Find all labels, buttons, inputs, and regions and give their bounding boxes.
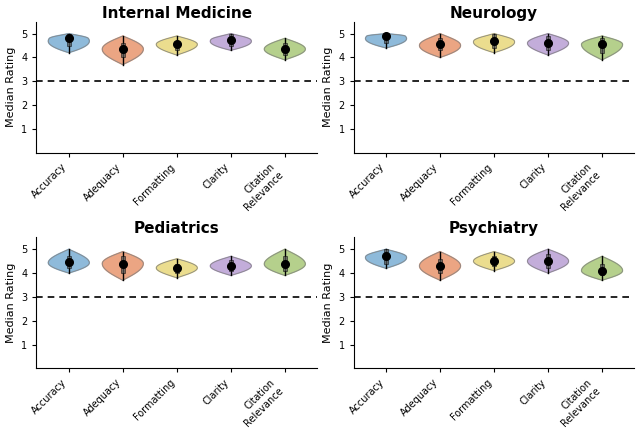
Bar	[229, 260, 233, 271]
Y-axis label: Median Rating: Median Rating	[6, 263, 15, 343]
Polygon shape	[474, 252, 515, 271]
Polygon shape	[582, 36, 623, 60]
Polygon shape	[419, 252, 461, 280]
Bar	[175, 41, 179, 50]
Bar	[384, 33, 388, 43]
Bar	[438, 259, 442, 273]
Bar	[546, 36, 550, 50]
Title: Pediatrics: Pediatrics	[134, 221, 220, 236]
Title: Internal Medicine: Internal Medicine	[102, 6, 252, 20]
Title: Neurology: Neurology	[450, 6, 538, 20]
Bar	[283, 43, 287, 55]
Bar	[175, 263, 179, 273]
Y-axis label: Median Rating: Median Rating	[323, 47, 333, 128]
Title: Psychiatry: Psychiatry	[449, 221, 539, 236]
Bar	[600, 263, 604, 276]
Bar	[229, 33, 233, 46]
Bar	[384, 249, 388, 263]
Bar	[121, 43, 125, 57]
Polygon shape	[365, 33, 406, 48]
Polygon shape	[156, 259, 197, 278]
Bar	[67, 256, 70, 268]
Polygon shape	[156, 36, 197, 55]
Bar	[546, 254, 550, 268]
Bar	[492, 256, 496, 266]
Polygon shape	[211, 256, 252, 276]
Polygon shape	[211, 33, 252, 50]
Polygon shape	[527, 33, 568, 55]
Polygon shape	[48, 249, 90, 273]
Polygon shape	[48, 33, 90, 53]
Bar	[438, 38, 442, 50]
Polygon shape	[102, 252, 143, 280]
Polygon shape	[264, 38, 305, 60]
Polygon shape	[264, 249, 305, 276]
Polygon shape	[102, 36, 143, 65]
Polygon shape	[419, 33, 461, 57]
Bar	[283, 256, 287, 271]
Y-axis label: Median Rating: Median Rating	[323, 263, 333, 343]
Y-axis label: Median Rating: Median Rating	[6, 47, 15, 128]
Polygon shape	[365, 249, 406, 268]
Bar	[600, 38, 604, 53]
Polygon shape	[527, 249, 568, 273]
Bar	[492, 33, 496, 48]
Bar	[67, 33, 70, 46]
Polygon shape	[582, 256, 623, 280]
Bar	[121, 256, 125, 273]
Polygon shape	[474, 33, 515, 53]
